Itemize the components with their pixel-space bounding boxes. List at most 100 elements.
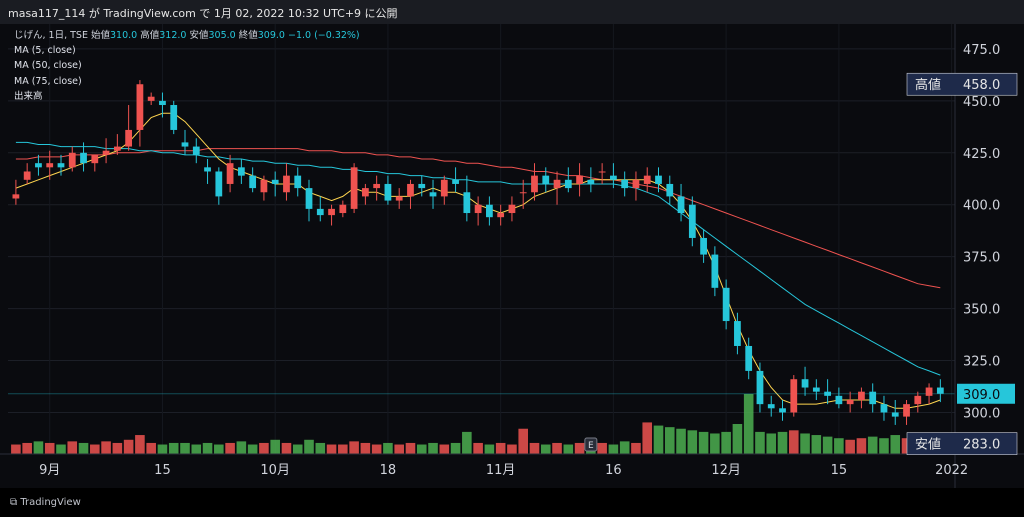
candle[interactable] [914, 391, 922, 413]
candle[interactable] [68, 146, 76, 172]
legend-ma75[interactable]: MA (75, close) [14, 75, 82, 87]
candle[interactable] [192, 138, 200, 164]
volume-bar [101, 441, 111, 454]
candle[interactable] [474, 196, 482, 226]
candle[interactable] [316, 196, 324, 222]
candle[interactable] [204, 159, 211, 184]
candle[interactable] [576, 163, 583, 197]
earnings-event-marker[interactable]: E [584, 437, 598, 452]
tradingview-logo[interactable]: ⧉ TradingView [10, 497, 81, 508]
candle[interactable] [688, 196, 696, 247]
candle[interactable] [824, 379, 831, 405]
candle[interactable] [880, 395, 888, 421]
candle[interactable] [260, 175, 268, 201]
candle[interactable] [655, 167, 662, 193]
candle[interactable] [508, 196, 516, 222]
candle[interactable] [102, 138, 110, 164]
candle[interactable] [801, 366, 809, 396]
candle[interactable] [812, 379, 820, 400]
volume-bar [653, 425, 664, 454]
price-tick-label: 400.0 [963, 199, 1000, 214]
candle[interactable] [170, 100, 178, 135]
candle[interactable] [305, 179, 313, 222]
candle[interactable] [46, 150, 54, 180]
candle[interactable] [373, 175, 381, 201]
candle[interactable] [756, 362, 764, 413]
legend-ma5[interactable]: MA (5, close) [14, 45, 76, 57]
candle[interactable] [57, 154, 65, 176]
candle[interactable] [587, 167, 595, 193]
candle[interactable] [384, 175, 392, 205]
candle[interactable] [745, 337, 753, 380]
candle[interactable] [734, 312, 741, 355]
price-chart[interactable]: 300.0 325.0 350.0 375.0 400.0 425.0 450.0 475.0… [0, 24, 1024, 488]
candle[interactable] [891, 399, 899, 425]
candle[interactable] [903, 399, 910, 425]
candle[interactable] [249, 167, 257, 193]
candle[interactable] [936, 379, 944, 403]
candle[interactable] [711, 246, 719, 297]
candle[interactable] [858, 387, 865, 409]
candle[interactable] [237, 159, 245, 184]
candle[interactable] [666, 175, 674, 205]
candle[interactable] [452, 167, 459, 193]
candle[interactable] [700, 229, 707, 263]
candle[interactable] [12, 179, 20, 205]
volume-bar [698, 431, 709, 454]
candle[interactable] [407, 179, 414, 209]
candle[interactable] [767, 395, 775, 417]
candle[interactable] [147, 92, 155, 106]
candle[interactable] [790, 375, 798, 417]
candle[interactable] [125, 105, 133, 151]
candle[interactable] [643, 167, 651, 193]
legend-volume[interactable]: 出来高 [14, 90, 43, 102]
candle[interactable] [497, 204, 505, 226]
candle[interactable] [294, 167, 302, 197]
candle[interactable] [553, 171, 561, 205]
candle[interactable] [564, 167, 572, 193]
candle[interactable] [271, 171, 279, 197]
candle[interactable] [23, 163, 31, 184]
candle[interactable] [519, 179, 527, 209]
candle[interactable] [621, 171, 629, 197]
candle[interactable] [846, 391, 854, 413]
candle[interactable] [113, 134, 121, 155]
candle[interactable] [722, 279, 730, 330]
candle[interactable] [632, 171, 640, 201]
candle[interactable] [350, 163, 358, 214]
volume-bar [732, 424, 743, 454]
candle[interactable] [610, 163, 617, 189]
candle-body [35, 163, 42, 168]
candle[interactable] [328, 204, 335, 226]
candle[interactable] [463, 175, 471, 222]
candle[interactable] [181, 129, 189, 155]
candle[interactable] [418, 175, 426, 197]
candle[interactable] [598, 163, 606, 184]
candle[interactable] [440, 175, 448, 205]
candle[interactable] [91, 154, 99, 172]
candle[interactable] [925, 383, 933, 405]
candle[interactable] [779, 399, 786, 421]
candle[interactable] [226, 154, 234, 193]
candle[interactable] [531, 163, 538, 201]
candle[interactable] [215, 167, 223, 205]
candle[interactable] [835, 387, 843, 409]
candle[interactable] [542, 167, 550, 193]
volume-bar [67, 441, 78, 454]
candle[interactable] [677, 183, 685, 222]
candle[interactable] [136, 80, 144, 147]
candle[interactable] [35, 154, 42, 176]
volume-bar [721, 431, 731, 454]
volume-bar [191, 444, 202, 454]
candle[interactable] [361, 183, 369, 205]
candle[interactable] [339, 200, 347, 218]
candle[interactable] [429, 179, 437, 209]
candle[interactable] [283, 163, 290, 201]
candle[interactable] [486, 196, 493, 226]
candle[interactable] [395, 188, 403, 209]
candle[interactable] [869, 383, 877, 413]
candlesticks [12, 80, 944, 425]
candle[interactable] [159, 92, 166, 118]
legend-ma50[interactable]: MA (50, close) [14, 60, 82, 72]
candle[interactable] [80, 142, 87, 172]
